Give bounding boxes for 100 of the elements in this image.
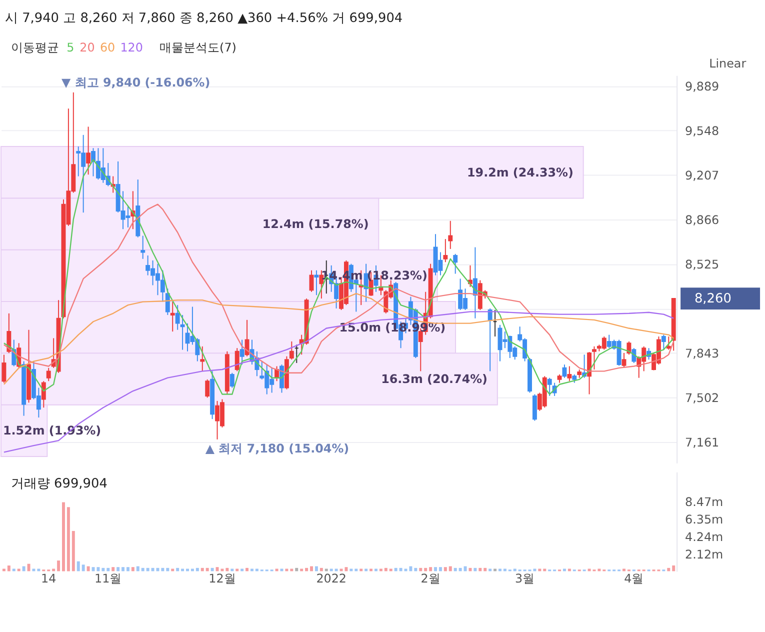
bar [86, 566, 90, 572]
bar [568, 568, 571, 572]
bar [166, 568, 170, 572]
bar [176, 568, 180, 572]
bar [334, 568, 338, 572]
x-tick-label: 3월 [515, 572, 535, 586]
x-tick-label: 12월 [208, 572, 236, 586]
bar [444, 567, 447, 572]
bar [12, 568, 16, 572]
y-tick-label: 8,866 [685, 212, 720, 227]
bar [409, 566, 412, 572]
bar [513, 568, 516, 572]
candlestick [592, 346, 596, 370]
bar [220, 568, 224, 572]
bar [503, 568, 506, 572]
bar [22, 566, 26, 572]
annotation: ▼ 최고 9,840 (-16.06%) [61, 75, 210, 90]
bar [354, 568, 358, 572]
y-tick-label: 4.24m [685, 530, 724, 544]
bar [190, 568, 194, 572]
y-tick-label: 7,843 [685, 346, 720, 360]
text: 5 [66, 40, 74, 55]
y-tick-label: 8.47m [685, 495, 724, 510]
bar [96, 567, 100, 572]
bar [136, 566, 140, 572]
bar [206, 568, 209, 572]
x-tick-label: 2월 [420, 572, 440, 586]
bar [364, 568, 368, 572]
bar [672, 565, 676, 572]
bar [538, 568, 542, 572]
bar [76, 561, 80, 572]
bar [72, 530, 75, 572]
bar [57, 560, 60, 572]
bar [498, 568, 502, 572]
bar [305, 568, 308, 572]
y-tick-label: 7,161 [685, 435, 720, 450]
bar [324, 568, 328, 572]
bar [374, 568, 378, 572]
bar [370, 568, 373, 572]
line-series [3, 311, 674, 453]
bar [562, 568, 566, 572]
bar [230, 568, 234, 572]
bar [414, 568, 418, 572]
bar [102, 568, 105, 572]
y-tick-label: 7,502 [685, 390, 720, 405]
bar [255, 568, 258, 572]
text: Linear [709, 56, 746, 70]
bar [419, 568, 422, 572]
bar [200, 568, 204, 572]
y-tick-label: 9,548 [685, 124, 720, 138]
text: 120 [120, 40, 143, 55]
y-tick-label: 9,889 [685, 79, 720, 94]
bar [314, 566, 318, 572]
bar [52, 568, 56, 572]
bar [131, 567, 134, 572]
bar [122, 567, 125, 572]
bar [399, 568, 402, 572]
legend-title: 이동평균 [10, 40, 59, 55]
bar [37, 568, 40, 572]
line-series [3, 292, 674, 385]
bar [667, 568, 670, 572]
y-tick-label: 2.12m [685, 547, 724, 562]
bar [196, 568, 199, 572]
bar [126, 567, 130, 572]
bar [112, 567, 115, 572]
bar [106, 568, 110, 572]
y-tick-label: 8,525 [685, 257, 720, 272]
bar [394, 568, 398, 572]
bar [330, 568, 333, 572]
bar [250, 568, 254, 572]
bar [598, 568, 601, 572]
bar [464, 566, 467, 572]
bar [171, 568, 174, 572]
bar [310, 566, 313, 572]
bar [468, 568, 472, 572]
bar [17, 568, 20, 572]
bar [62, 502, 65, 572]
line-series [3, 204, 674, 374]
bar [350, 568, 353, 572]
bar [478, 568, 482, 572]
bar [379, 568, 382, 572]
bar [622, 568, 626, 572]
bar [474, 568, 477, 572]
bar [246, 568, 249, 572]
text: 60 [100, 40, 116, 55]
annotation: ▲ 최저 7,180 (15.04%) [205, 441, 350, 456]
bar [146, 568, 150, 572]
bar [320, 568, 323, 572]
bar [533, 568, 536, 572]
data-label: 12.4m (15.78%) [262, 217, 369, 232]
bar [32, 568, 36, 572]
x-tick-label: 11월 [94, 572, 122, 586]
bar [424, 568, 428, 572]
bar [240, 568, 244, 572]
bar [181, 568, 184, 572]
bar [458, 568, 462, 572]
bar [116, 567, 120, 572]
bar [384, 568, 388, 572]
bar [300, 568, 304, 572]
bar [389, 568, 392, 572]
